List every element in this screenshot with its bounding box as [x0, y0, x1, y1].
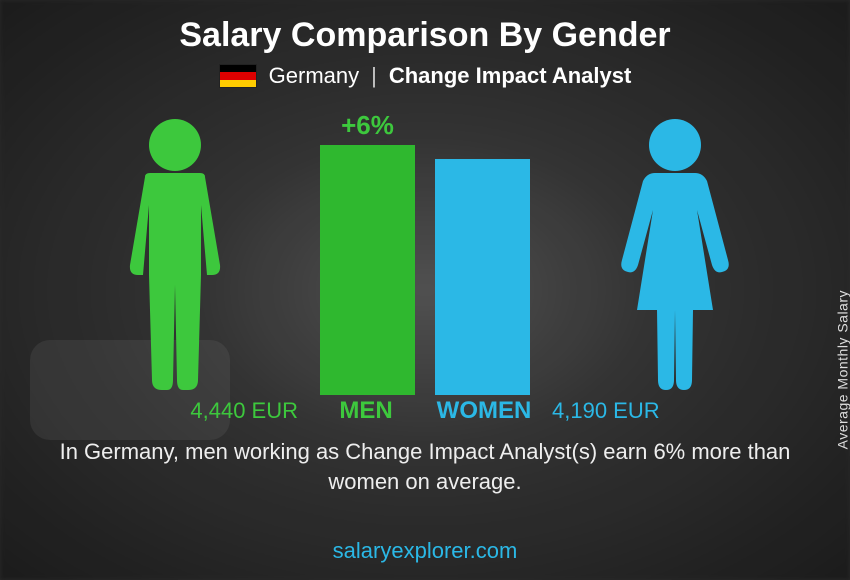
job-title-label: Change Impact Analyst — [389, 63, 631, 89]
page-title: Salary Comparison By Gender — [179, 16, 670, 55]
y-axis-label: Average Monthly Salary — [834, 290, 850, 449]
men-label: MEN — [316, 397, 416, 425]
man-icon — [95, 115, 255, 395]
content-container: Salary Comparison By Gender Germany | Ch… — [0, 0, 850, 580]
women-salary-value: 4,190 EUR — [552, 398, 752, 424]
source-label: salaryexplorer.com — [0, 538, 850, 564]
women-label: WOMEN — [434, 397, 534, 425]
subtitle-row: Germany | Change Impact Analyst — [219, 63, 632, 89]
woman-icon — [595, 115, 755, 395]
bottom-labels-row: 4,440 EUR MEN WOMEN 4,190 EUR — [75, 397, 775, 425]
difference-pct-label: +6% — [320, 110, 415, 141]
separator: | — [371, 63, 377, 89]
country-label: Germany — [269, 63, 359, 89]
bar-men — [320, 145, 415, 395]
chart-area: +6% 4,440 EUR MEN WOMEN 4,190 EUR — [75, 95, 775, 425]
description-text: In Germany, men working as Change Impact… — [45, 437, 805, 496]
bar-women — [435, 159, 530, 395]
germany-flag-icon — [219, 64, 257, 88]
men-salary-value: 4,440 EUR — [98, 398, 298, 424]
